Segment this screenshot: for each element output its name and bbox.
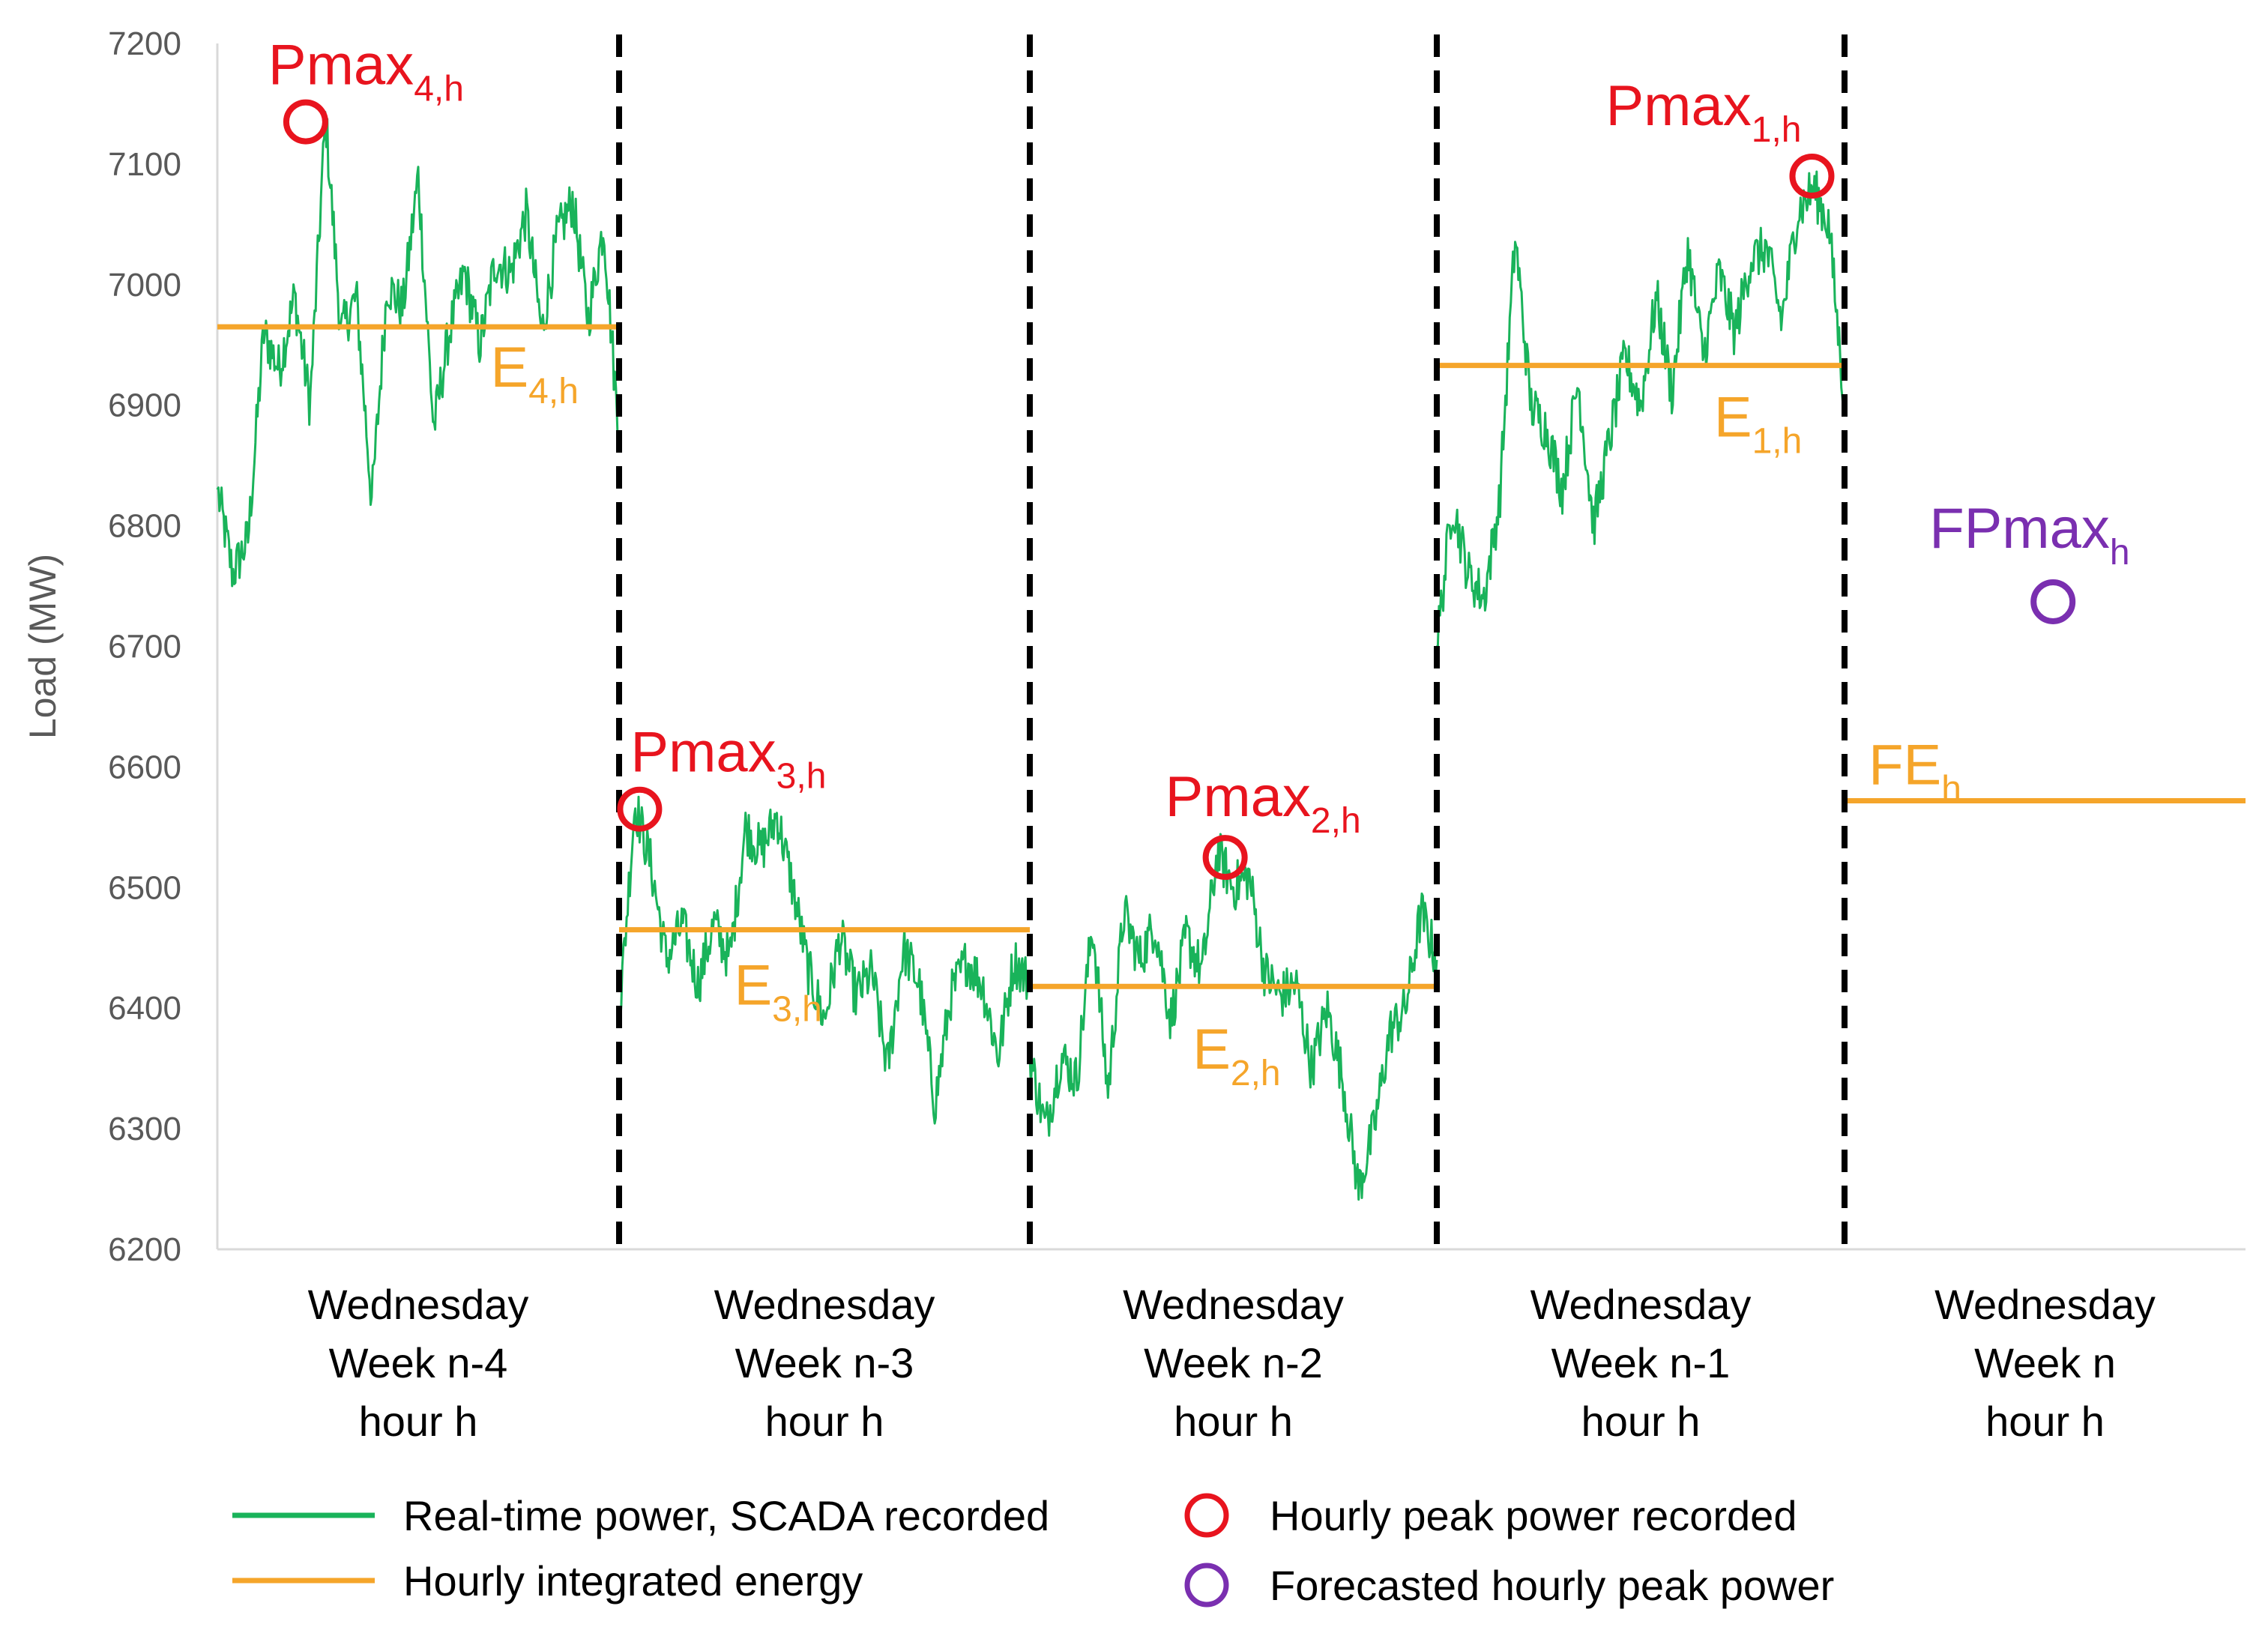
peak-label-hour-2: Pmax2,h [1165,765,1361,841]
peak-label-hour-1-sub: 3,h [776,757,827,797]
category-label-line: Wednesday [1530,1281,1752,1328]
legend-label: Hourly integrated energy [403,1557,863,1605]
energy-label-hour-2-main: E [1192,1018,1231,1081]
series-lines [216,111,1846,1201]
energy-label-hour-0-sub: 4,h [528,372,579,411]
energy-label-hour-0-main: E [490,336,528,399]
energy-label-hour-1-sub: 3,h [772,990,822,1030]
legend-label: Hourly peak power recorded [1270,1492,1797,1539]
peak-label-hour-1: Pmax3,h [630,721,826,797]
y-tick-label: 6600 [108,749,181,785]
y-tick-label: 7100 [108,146,181,183]
peak-marker-hour-3 [1789,153,1835,199]
legend-swatch-circle [1184,1493,1229,1538]
energy-label-hour-1: E3,h [734,954,821,1030]
peak-label-hour-1-main: Pmax [630,721,776,785]
category-label-line: Wednesday [714,1281,935,1328]
peak-label-hour-3-sub: 1,h [1752,110,1802,150]
y-tick-label: 6200 [108,1231,181,1268]
energy-label-hour-3-main: E [1714,386,1752,450]
category-label-line: Wednesday [308,1281,529,1328]
y-tick-label: 6800 [108,508,181,545]
peak-label-hour-0-sub: 4,h [414,70,464,109]
y-tick-label: 6700 [108,629,181,665]
y-tick-label: 6500 [108,869,181,906]
category-label-line: Wednesday [1123,1281,1344,1328]
y-tick-label: 7000 [108,267,181,304]
energy-label-hour-3: E1,h [1714,386,1802,462]
peak-label-hour-0-main: Pmax [268,34,414,97]
forecast-peak-label-sub: h [2110,533,2130,573]
realtime-trace-hour-1 [618,795,1031,1125]
energy-label-hour-4: FEh [1869,733,1961,809]
hour-dividers [616,34,1848,1249]
realtime-trace-hour-3 [1436,170,1846,648]
legend-label: Forecasted hourly peak power [1270,1562,1834,1609]
category-label-line: hour h [765,1398,884,1445]
category-label-line: Week n-4 [329,1339,508,1386]
legend-swatch-circle [1184,1563,1229,1608]
peak-label-hour-2-main: Pmax [1165,765,1311,829]
forecast-peak-label-main: FPmax [1929,497,2110,561]
category-label-line: hour h [1581,1398,1701,1445]
peak-marker-hour-0 [283,99,328,145]
y-tick-label: 6300 [108,1111,181,1147]
category-label-line: Week n-1 [1551,1339,1731,1386]
energy-label-hour-2-sub: 2,h [1231,1054,1281,1093]
peak-label-hour-3: Pmax1,h [1605,74,1801,150]
energy-label-hour-4-main: FE [1869,733,1941,797]
legend: Real-time power, SCADA recorded Hourly in… [232,1492,1834,1609]
category-label-line: Wednesday [1934,1281,2156,1328]
category-label-line: Week n [1974,1339,2116,1386]
realtime-trace-hour-2 [1028,833,1438,1201]
peak-label-hour-3-main: Pmax [1605,74,1751,138]
category-label-line: hour h [1985,1398,2105,1445]
y-tick-label: 7200 [108,25,181,62]
y-axis-title: Load (MW) [22,554,64,739]
category-labels: Wednesday Week n-4 hour h Wednesday Week n-3… [308,1281,2156,1445]
axes: 6200 6300 6400 6500 6600 6700 6800 6900 7000 7100… [22,25,2246,1268]
peak-label-hour-0: Pmax4,h [268,34,464,109]
y-tick-label: 6400 [108,990,181,1027]
category-label-line: hour h [1174,1398,1293,1445]
peak-marker-hour-1 [617,786,663,832]
energy-label-hour-0: E4,h [490,336,578,411]
category-label-line: Week n-3 [735,1339,914,1386]
peak-label-hour-2-sub: 2,h [1311,801,1361,841]
energy-label-hour-1-main: E [734,954,772,1018]
forecast-peak-marker [2030,579,2076,624]
forecast-peak-label: FPmaxh [1929,497,2129,573]
energy-label-hour-2: E2,h [1192,1018,1280,1093]
peak-marker-hour-2 [1202,835,1248,881]
category-label-line: hour h [359,1398,478,1445]
category-label-line: Week n-2 [1144,1339,1323,1386]
energy-label-hour-3-sub: 1,h [1752,422,1803,462]
realtime-trace-hour-0 [216,111,621,588]
energy-label-hour-4-sub: h [1941,769,1961,809]
legend-label: Real-time power, SCADA recorded [403,1492,1049,1539]
y-tick-label: 6900 [108,387,181,424]
